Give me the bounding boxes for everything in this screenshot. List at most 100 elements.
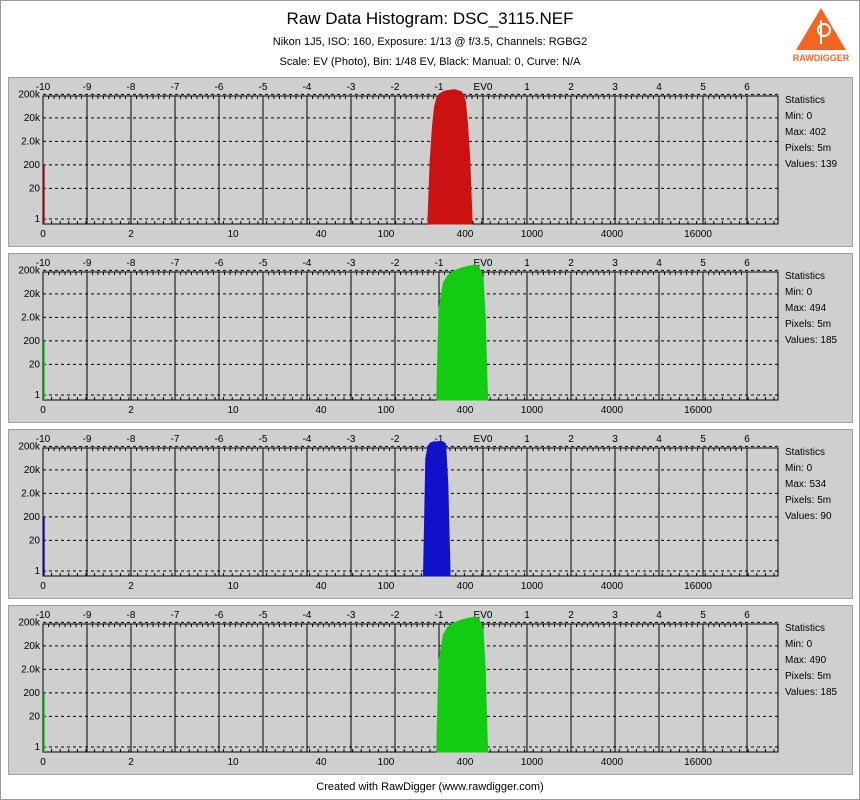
value-tick-label: 100 <box>378 757 395 768</box>
ev-tick-label: 2 <box>568 82 574 93</box>
ev-tick-label: 5 <box>700 610 706 621</box>
statistics-row: Min: 0 <box>785 463 813 474</box>
value-tick-label: 1000 <box>521 229 544 240</box>
y-tick-label: 200k <box>18 617 41 628</box>
footer-credit: Created with RawDigger (www.rawdigger.co… <box>316 781 544 793</box>
statistics-title: Statistics <box>785 271 826 282</box>
value-tick-label: 16000 <box>684 757 712 768</box>
y-tick-label: 20k <box>24 113 41 124</box>
value-tick-label: 2 <box>128 581 134 592</box>
plot-border <box>42 271 779 401</box>
value-tick-label: 1000 <box>521 405 544 416</box>
statistics-row: Values: 185 <box>785 687 838 698</box>
value-tick-label: 400 <box>457 757 474 768</box>
value-tick-label: 1000 <box>521 581 544 592</box>
ev-tick-label: -7 <box>171 434 180 445</box>
ev-tick-label: EV0 <box>474 610 493 621</box>
statistics-box: Statistics Min: 0 Max: 402 Pixels: 5m Values… <box>785 93 837 173</box>
statistics-row: Max: 402 <box>785 127 827 138</box>
statistics-row: Max: 490 <box>785 655 827 666</box>
y-tick-label: 200 <box>23 512 40 523</box>
y-tick-label: 20 <box>29 183 41 194</box>
y-tick-label: 2.0k <box>21 312 41 323</box>
value-tick-label: 16000 <box>684 581 712 592</box>
value-tick-label: 2 <box>128 229 134 240</box>
value-tick-label: 0 <box>40 229 46 240</box>
ev-tick-label: 2 <box>568 434 574 445</box>
ev-tick-label: -10 <box>36 610 51 621</box>
ev-tick-label: -9 <box>83 610 92 621</box>
value-tick-label: 10 <box>227 229 239 240</box>
camera-info: Nikon 1J5, ISO: 160, Exposure: 1/13 @ f/… <box>272 36 588 48</box>
ev-tick-label: 4 <box>656 434 662 445</box>
statistics-row: Pixels: 5m <box>785 143 832 154</box>
ev-tick-label: 4 <box>656 610 662 621</box>
ev-tick-label: -5 <box>259 434 268 445</box>
ev-tick-label: 3 <box>612 434 618 445</box>
statistics-box: Statistics Min: 0 Max: 490 Pixels: 5m Values… <box>785 621 837 701</box>
ev-tick-label: -8 <box>127 610 136 621</box>
y-tick-label: 200k <box>18 441 41 452</box>
scale-info: Scale: EV (Photo), Bin: 1/48 EV, Black: … <box>279 56 581 68</box>
y-tick-label: 20k <box>24 641 41 652</box>
value-tick-label: 10 <box>227 405 239 416</box>
ev-tick-label: -1 <box>435 258 444 269</box>
histogram-panel-r: -10 -9 -8 -7 -6 -5 -4 -3 -2 -1 EV0 1 2 3 4 5 6 200k 20k 2.0… <box>8 77 853 247</box>
value-tick-label: 40 <box>315 405 327 416</box>
ev-tick-label: -5 <box>259 82 268 93</box>
y-tick-label: 2.0k <box>21 664 41 675</box>
ev-tick-label: -6 <box>215 434 224 445</box>
ev-tick-label: -6 <box>215 258 224 269</box>
ev-tick-label: -4 <box>303 434 312 445</box>
ev-tick-label: -8 <box>127 258 136 269</box>
value-tick-label: 2 <box>128 757 134 768</box>
statistics-row: Values: 139 <box>785 159 838 170</box>
value-tick-label: 4000 <box>601 405 624 416</box>
value-tick-label: 400 <box>457 229 474 240</box>
y-tick-label: 1 <box>34 742 40 753</box>
ev-tick-label: 5 <box>700 258 706 269</box>
value-tick-label: 4000 <box>601 757 624 768</box>
statistics-row: Values: 185 <box>785 335 838 346</box>
value-tick-label: 400 <box>457 581 474 592</box>
ev-tick-label: -9 <box>83 82 92 93</box>
ev-tick-label: -3 <box>347 610 356 621</box>
histogram-area-r <box>427 89 473 225</box>
ev-tick-label: EV0 <box>474 434 493 445</box>
ev-tick-label: -10 <box>36 434 51 445</box>
ev-tick-label: -3 <box>347 258 356 269</box>
value-tick-label: 100 <box>378 229 395 240</box>
ev-tick-label: -4 <box>303 82 312 93</box>
value-tick-label: 10 <box>227 757 239 768</box>
statistics-title: Statistics <box>785 623 826 634</box>
y-tick-label: 20k <box>24 465 41 476</box>
y-tick-label: 2.0k <box>21 488 41 499</box>
histogram-panel-g2: -10 -9 -8 -7 -6 -5 -4 -3 -2 -1 EV0 1 2 3 4 5 6 200k 20k 2.0… <box>8 605 853 775</box>
ev-tick-label: -1 <box>435 82 444 93</box>
ev-tick-label: 4 <box>656 258 662 269</box>
ev-tick-label: -8 <box>127 82 136 93</box>
statistics-title: Statistics <box>785 95 826 106</box>
ev-tick-label: -4 <box>303 258 312 269</box>
ev-tick-label: EV0 <box>474 258 493 269</box>
statistics-row: Max: 534 <box>785 479 827 490</box>
histogram-area-g2 <box>436 616 488 753</box>
ev-tick-label: -9 <box>83 434 92 445</box>
ev-tick-label: -2 <box>391 610 400 621</box>
histogram-panel-g: -10 -9 -8 -7 -6 -5 -4 -3 -2 -1 EV0 1 2 3 4 5 6 200k 20k 2.0… <box>8 253 853 423</box>
histogram-area-g <box>436 264 488 401</box>
y-tick-label: 200 <box>23 336 40 347</box>
ev-tick-label: 6 <box>744 610 750 621</box>
ev-tick-label: 6 <box>744 434 750 445</box>
value-tick-label: 0 <box>40 581 46 592</box>
statistics-row: Pixels: 5m <box>785 671 832 682</box>
value-tick-label: 0 <box>40 405 46 416</box>
y-tick-label: 20 <box>29 711 41 722</box>
ev-tick-label: 6 <box>744 82 750 93</box>
value-tick-label: 100 <box>378 405 395 416</box>
ev-tick-label: -8 <box>127 434 136 445</box>
ev-tick-label: -3 <box>347 434 356 445</box>
ev-tick-label: 3 <box>612 610 618 621</box>
plot-border <box>42 447 779 577</box>
histogram-area-b <box>423 440 451 577</box>
